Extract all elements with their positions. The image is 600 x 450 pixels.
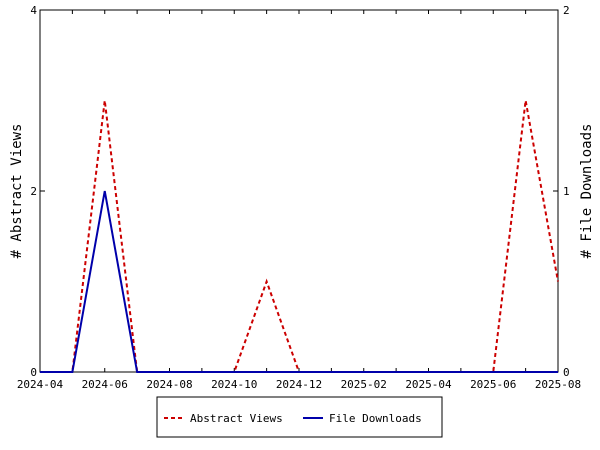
left-y-tick-label: 2 bbox=[30, 185, 37, 198]
legend-label-abstract-views: Abstract Views bbox=[190, 412, 283, 425]
legend-box bbox=[156, 396, 443, 438]
right-y-tick-label: 1 bbox=[563, 185, 570, 198]
series-layer bbox=[40, 100, 559, 373]
right-axis-title: # File Downloads bbox=[579, 124, 595, 259]
x-tick-label: 2024-04 bbox=[17, 378, 64, 391]
series-line-abstract-views bbox=[40, 100, 559, 373]
x-tick-label: 2025-04 bbox=[405, 378, 452, 391]
plot-area-frame bbox=[39, 9, 559, 373]
series-line-file-downloads bbox=[40, 190, 558, 373]
x-tick-label: 2024-12 bbox=[276, 378, 322, 391]
x-tick-label: 2025-08 bbox=[535, 378, 581, 391]
left-y-tick-label: 0 bbox=[30, 366, 37, 379]
x-tick-label: 2024-08 bbox=[146, 378, 192, 391]
right-y-tick-label: 0 bbox=[563, 366, 570, 379]
x-axis: 2024-04 2024-06 2024-08 2024-10 2024-12 2025-… bbox=[17, 10, 581, 391]
left-y-axis: 0 2 4 bbox=[30, 4, 45, 379]
x-tick-label: 2024-10 bbox=[211, 378, 257, 391]
right-y-axis: 0 1 2 bbox=[553, 4, 570, 379]
legend: Abstract Views File Downloads bbox=[156, 396, 443, 438]
left-axis-title: # Abstract Views bbox=[9, 124, 25, 259]
x-tick-label: 2024-06 bbox=[82, 378, 128, 391]
left-y-tick-label: 4 bbox=[30, 4, 37, 17]
x-tick-label: 2025-06 bbox=[470, 378, 516, 391]
right-y-tick-label: 2 bbox=[563, 4, 570, 17]
legend-label-file-downloads: File Downloads bbox=[329, 412, 422, 425]
x-tick-label: 2025-02 bbox=[341, 378, 387, 391]
